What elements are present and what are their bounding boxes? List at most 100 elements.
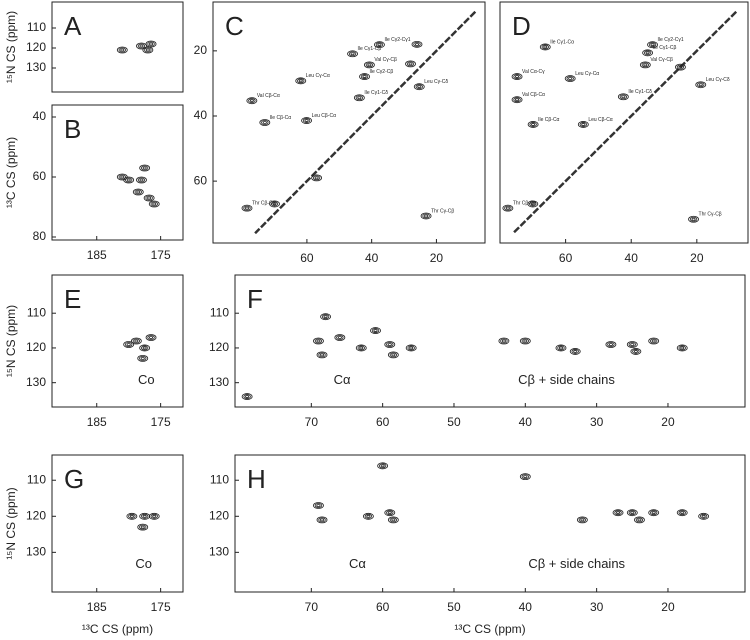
contour-ring [129, 514, 134, 518]
x-tick-label: 60 [559, 251, 573, 265]
x-tick-label: 30 [590, 415, 604, 429]
peak-label: Val Cγ-Cβ [650, 57, 673, 63]
contour-ring [521, 338, 530, 344]
peak [612, 509, 624, 517]
contour-ring [142, 346, 147, 350]
x-axis-label: ¹³C CS (ppm) [454, 622, 525, 636]
panel-letter: D [512, 11, 531, 41]
peak [642, 49, 654, 57]
annotation: Cβ + side chains [518, 372, 615, 387]
peak-label: Val Cα-Cγ [522, 69, 545, 75]
contour-ring [320, 353, 325, 357]
contour-ring [676, 509, 688, 517]
contour-ring [386, 342, 394, 347]
contour-ring [422, 213, 430, 219]
peak [527, 200, 539, 208]
contour-ring [407, 345, 415, 351]
contour-ring [137, 177, 146, 183]
y-tick-label: 40 [194, 108, 208, 122]
contour-ring [355, 344, 367, 352]
peak [639, 61, 651, 69]
contour-ring [149, 42, 154, 46]
peak [126, 512, 138, 520]
y-tick-label: 80 [33, 229, 47, 243]
contour-ring [144, 47, 152, 53]
peak-label: Val Cγ-Cβ [374, 57, 397, 63]
peak [139, 344, 151, 352]
contour-ring [411, 40, 423, 48]
peak [295, 77, 307, 85]
contour-ring [634, 516, 645, 524]
peak [259, 119, 271, 126]
contour-ring [132, 188, 144, 196]
peak [384, 509, 396, 517]
y-tick-label: 60 [33, 169, 47, 183]
peak [136, 176, 147, 184]
contour-ring [334, 334, 346, 341]
contour-ring [130, 337, 142, 345]
contour-ring [628, 510, 637, 516]
x-tick-label: 175 [151, 600, 171, 614]
y-tick-label: 120 [209, 340, 229, 354]
contour-ring [577, 121, 589, 128]
y-axis-label: ¹⁵N CS (ppm) [4, 487, 18, 559]
contour-ring [145, 40, 157, 48]
peak [313, 502, 324, 509]
contour-ring [689, 216, 698, 222]
contour-ring [245, 395, 250, 398]
y-tick-label: 20 [194, 43, 208, 57]
contour-ring [688, 215, 699, 223]
x-tick-label: 60 [300, 251, 314, 265]
x-axis-label: ¹³C CS (ppm) [82, 622, 153, 636]
contour-ring [630, 511, 635, 515]
x-tick-label: 70 [305, 415, 319, 429]
contour-ring [140, 356, 145, 360]
contour-ring [389, 517, 398, 523]
contour-ring [387, 516, 399, 524]
contour-ring [126, 178, 131, 182]
peak [320, 313, 331, 321]
y-tick-label: 130 [209, 375, 229, 389]
contour-ring [337, 336, 342, 339]
contour-ring [241, 204, 253, 212]
contour-ring [314, 503, 323, 508]
contour-ring [363, 61, 375, 69]
peak-label: Thr Cγ-Cβ [699, 212, 722, 218]
contour-ring [680, 346, 685, 350]
contour-ring [116, 46, 128, 54]
contour-ring [647, 41, 658, 49]
contour-ring [578, 517, 587, 523]
contour-ring [413, 41, 421, 47]
contour-ring [405, 344, 417, 352]
peak [405, 344, 417, 352]
peak-label: Thr Cγ-Cβ [431, 208, 454, 214]
contour-ring [139, 164, 151, 172]
contour-ring [124, 177, 133, 183]
contour-ring [564, 75, 576, 82]
contour-ring [406, 61, 415, 67]
peak-label: Thr Cβ-Cα [252, 200, 276, 206]
y-axis-label: ¹³C CS (ppm) [4, 137, 18, 208]
peak [137, 523, 149, 531]
contour-ring [612, 509, 624, 517]
panel-frame [51, 104, 184, 241]
x-tick-label: 20 [661, 600, 675, 614]
contour-ring [311, 174, 323, 182]
y-tick-label: 120 [26, 40, 46, 54]
contour-ring [148, 512, 160, 520]
y-tick-label: 120 [26, 508, 46, 522]
peak [498, 337, 510, 345]
peak [316, 516, 328, 524]
contour-ring [137, 523, 149, 531]
x-tick-label: 30 [590, 600, 604, 614]
contour-ring [680, 511, 685, 515]
annotation: Cα [334, 372, 351, 387]
contour-ring [543, 45, 548, 49]
contour-ring [350, 52, 355, 56]
contour-ring [643, 50, 652, 56]
peak [648, 337, 660, 345]
contour-ring [415, 84, 423, 90]
x-tick-label: 20 [690, 251, 704, 265]
contour-ring [529, 201, 537, 207]
contour-ring [140, 165, 149, 171]
